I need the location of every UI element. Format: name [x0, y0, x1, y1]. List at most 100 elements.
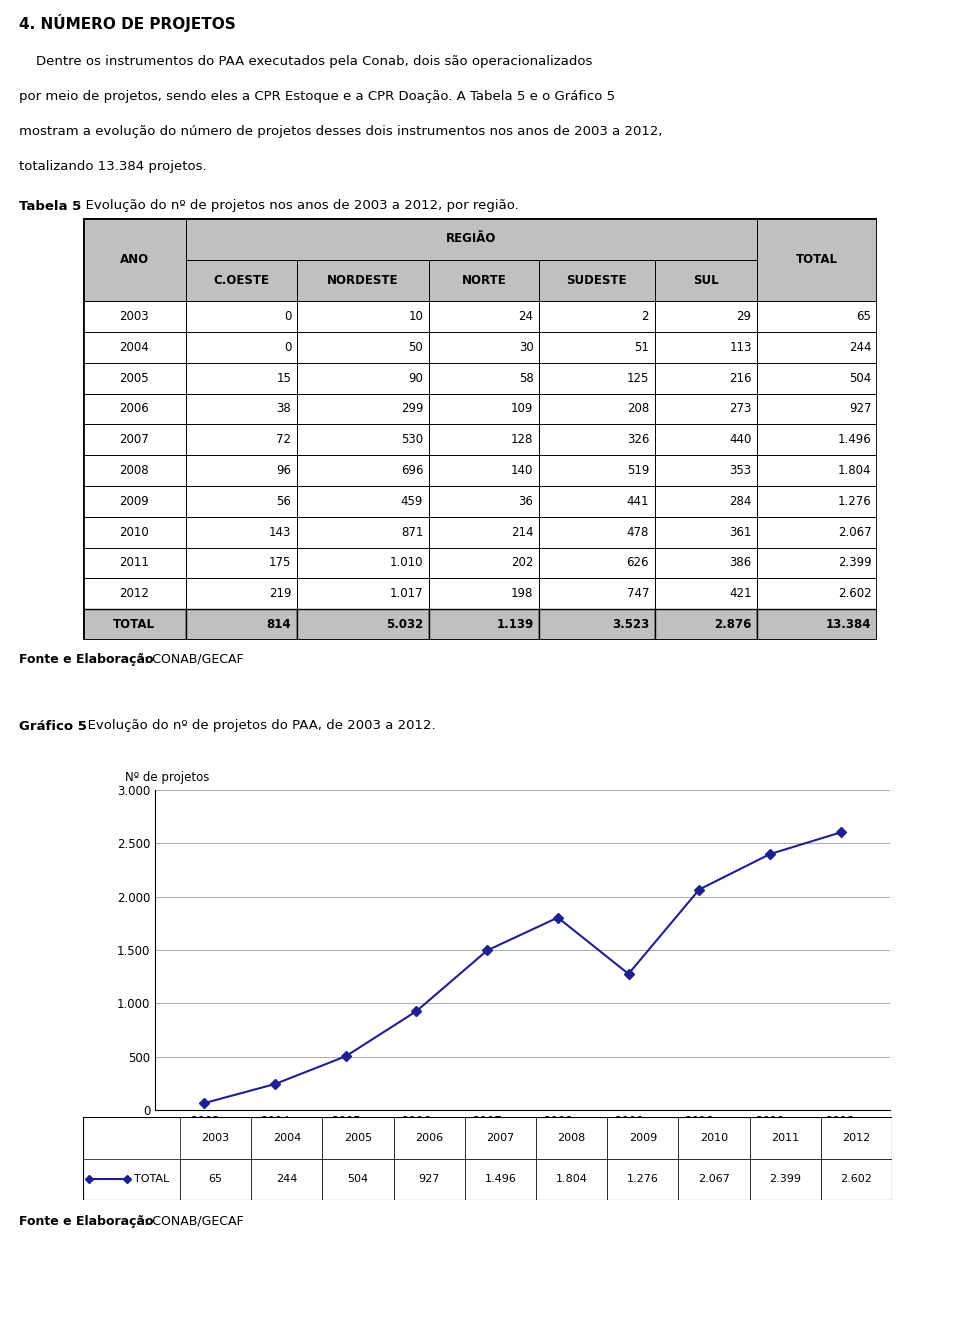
Bar [655, 260, 757, 301]
Text: mostram a evolução do número de projetos desses dois instrumentos nos anos de 20: mostram a evolução do número de projetos… [19, 126, 662, 138]
Bar [185, 363, 297, 393]
Bar [297, 516, 429, 547]
Text: ANO: ANO [120, 253, 149, 266]
Text: Nº de projetos: Nº de projetos [125, 771, 209, 784]
Bar [540, 547, 655, 578]
Text: 1.276: 1.276 [838, 495, 872, 508]
Bar [297, 609, 429, 640]
Bar [185, 218, 757, 260]
Text: 128: 128 [511, 434, 534, 447]
Bar [180, 1117, 252, 1159]
Text: 1.017: 1.017 [390, 587, 423, 601]
Text: 2010: 2010 [119, 526, 149, 539]
Bar [540, 301, 655, 332]
Bar [83, 609, 185, 640]
Text: 13.384: 13.384 [826, 618, 872, 632]
Bar [821, 1159, 892, 1200]
Text: 421: 421 [729, 587, 752, 601]
Text: 140: 140 [511, 464, 534, 478]
Bar [655, 578, 757, 609]
Text: 814: 814 [267, 618, 291, 632]
Text: 2008: 2008 [558, 1133, 586, 1143]
Bar [655, 424, 757, 455]
Bar [429, 393, 540, 424]
Text: 326: 326 [627, 434, 649, 447]
Text: Gráfico 5: Gráfico 5 [19, 720, 87, 732]
Bar [83, 516, 185, 547]
Bar [297, 547, 429, 578]
Bar [536, 1117, 608, 1159]
Text: 4. NÚMERO DE PROJETOS: 4. NÚMERO DE PROJETOS [19, 13, 236, 32]
Text: 1.804: 1.804 [556, 1175, 588, 1184]
Text: 440: 440 [730, 434, 752, 447]
Text: 15: 15 [276, 372, 291, 385]
Text: 65: 65 [856, 310, 872, 322]
Text: 2.399: 2.399 [838, 557, 872, 570]
Text: 1.139: 1.139 [496, 618, 534, 632]
Bar [429, 516, 540, 547]
Bar [394, 1159, 465, 1200]
Bar [655, 547, 757, 578]
Text: : CONAB/GECAF: : CONAB/GECAF [144, 653, 243, 665]
Bar [655, 455, 757, 486]
Text: 2003: 2003 [202, 1133, 229, 1143]
Bar [540, 332, 655, 363]
Text: 927: 927 [419, 1175, 440, 1184]
Text: 109: 109 [511, 403, 534, 416]
Bar [540, 260, 655, 301]
Bar [185, 424, 297, 455]
Text: 5.032: 5.032 [386, 618, 423, 632]
Bar [185, 332, 297, 363]
Bar [185, 486, 297, 516]
Text: 2009: 2009 [119, 495, 149, 508]
Text: 871: 871 [401, 526, 423, 539]
Text: 1.276: 1.276 [627, 1175, 659, 1184]
Text: 56: 56 [276, 495, 291, 508]
Text: 10: 10 [408, 310, 423, 322]
Text: 2007: 2007 [487, 1133, 515, 1143]
Text: 65: 65 [208, 1175, 223, 1184]
Bar [540, 393, 655, 424]
Bar [757, 578, 877, 609]
Bar [821, 1117, 892, 1159]
Bar [429, 547, 540, 578]
Text: 90: 90 [408, 372, 423, 385]
Bar [252, 1159, 323, 1200]
Bar [297, 260, 429, 301]
Bar [185, 393, 297, 424]
Text: Fonte e Elaboração: Fonte e Elaboração [19, 1215, 154, 1227]
Text: 219: 219 [269, 587, 291, 601]
Text: Tabela 5: Tabela 5 [19, 199, 82, 213]
Text: 353: 353 [730, 464, 752, 478]
Text: TOTAL: TOTAL [113, 618, 156, 632]
Bar [323, 1159, 394, 1200]
Bar [83, 424, 185, 455]
Bar [757, 393, 877, 424]
Text: 143: 143 [269, 526, 291, 539]
Text: 361: 361 [730, 526, 752, 539]
Text: 2004: 2004 [119, 341, 149, 353]
Bar [185, 609, 297, 640]
Text: 208: 208 [627, 403, 649, 416]
Bar [323, 1117, 394, 1159]
Bar [297, 301, 429, 332]
Bar [185, 455, 297, 486]
Text: 58: 58 [518, 372, 534, 385]
Text: 72: 72 [276, 434, 291, 447]
Text: 696: 696 [400, 464, 423, 478]
Bar [655, 486, 757, 516]
Text: 2008: 2008 [119, 464, 149, 478]
Text: 36: 36 [518, 495, 534, 508]
Text: 2009: 2009 [629, 1133, 657, 1143]
Bar [757, 455, 877, 486]
Bar [83, 578, 185, 609]
Bar [757, 301, 877, 332]
Bar [185, 301, 297, 332]
Bar [297, 455, 429, 486]
Bar [297, 486, 429, 516]
Text: 2.067: 2.067 [698, 1175, 730, 1184]
Bar [297, 332, 429, 363]
Bar [655, 332, 757, 363]
Bar [757, 332, 877, 363]
Text: 626: 626 [627, 557, 649, 570]
